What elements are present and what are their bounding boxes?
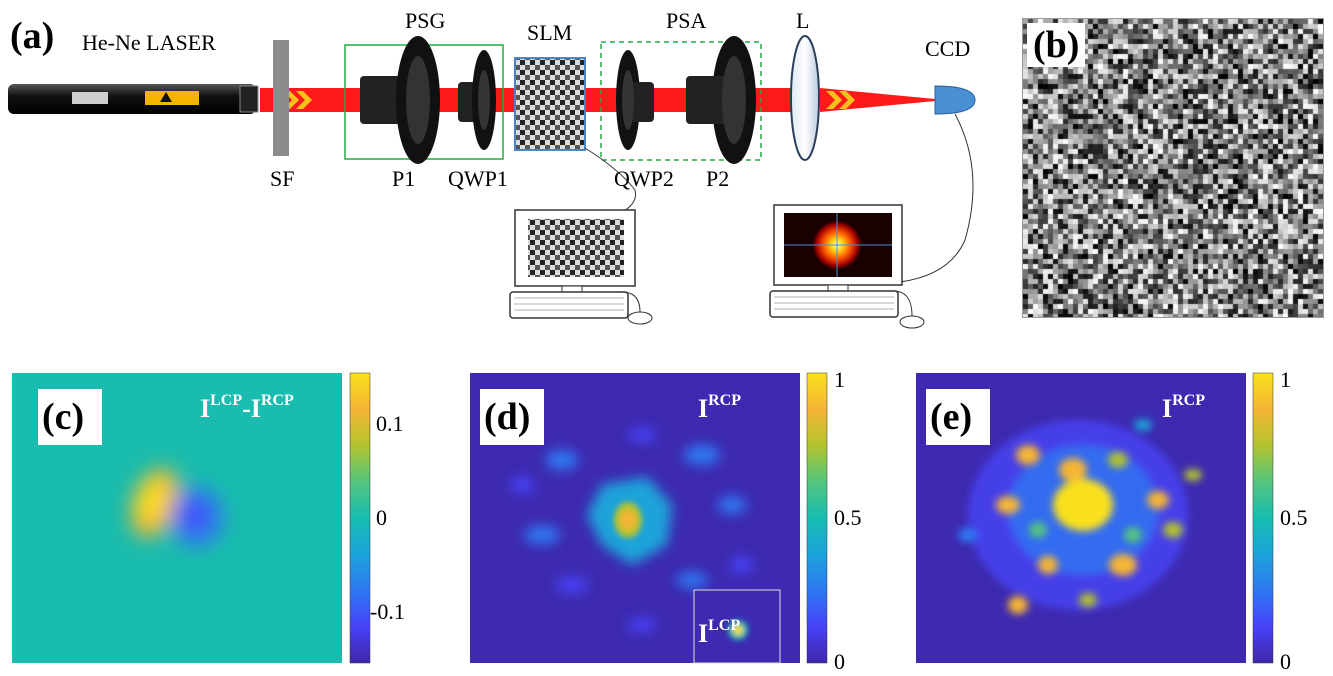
panel-d-title: IRCP: [698, 392, 741, 423]
colorbar-d: [806, 372, 828, 664]
tick-e-1: 0.5: [1280, 505, 1308, 530]
psg-label: PSG: [405, 8, 445, 33]
polarizer-p1: [360, 36, 440, 164]
ccd-label: CCD: [925, 36, 970, 61]
panel-c: (c) ILCP-IRCP 0.1 0 -0.1: [12, 372, 405, 664]
quarter-wave-plate-2: [616, 50, 654, 150]
title-sup-rcp: RCP: [708, 392, 741, 409]
spatial-filter: [273, 40, 289, 156]
beam-arrow-4: [839, 91, 855, 109]
lens-label: L: [796, 8, 809, 33]
p2-label: P2: [706, 166, 729, 191]
ccd-detector: [934, 85, 976, 115]
panel-d-letter: (d): [484, 396, 530, 438]
speckle-blobs-strong: [958, 419, 1202, 614]
colorbar-e-ticks: 1 0.5 0: [1280, 367, 1308, 674]
tick-c-1: 0: [376, 505, 387, 530]
psa-label: PSA: [666, 8, 706, 33]
panel-e-letter: (e): [930, 396, 972, 438]
title-sup-rcp: RCP: [261, 392, 294, 409]
panel-c-letter: (c): [42, 396, 84, 438]
laser-label: He-Ne LASER: [82, 30, 216, 55]
lcp-inset-spot: [728, 620, 748, 640]
title-i: I: [200, 394, 210, 423]
panel-c-title: ILCP-IRCP: [200, 392, 294, 423]
p1-label: P1: [392, 166, 415, 191]
quarter-wave-plate-1: [458, 50, 496, 150]
sf-label: SF: [270, 166, 294, 191]
slm-computer: [509, 209, 653, 325]
title-i: I: [1162, 394, 1172, 423]
tick-d-1: 0.5: [834, 505, 862, 530]
colorbar-c-ticks: 0.1 0 -0.1: [370, 411, 405, 624]
slm-label: SLM: [527, 20, 572, 45]
beam-arrow-2: [296, 91, 312, 109]
tick-e-0: 1: [1280, 367, 1291, 392]
polarizer-p2: [686, 36, 756, 164]
slm-device: [514, 57, 586, 151]
psa-box: [600, 41, 762, 161]
panel-e-letter-bg: [926, 389, 990, 445]
inset-title: ILCP: [698, 617, 740, 648]
panel-e: (e) IRCP 1 0.5 0: [916, 367, 1308, 674]
title-sup-rcp: RCP: [1172, 392, 1205, 409]
lens: [790, 35, 820, 161]
title-sup-lcp: LCP: [210, 392, 242, 409]
panel-b: (b): [1022, 18, 1324, 318]
tick-d-0: 1: [834, 367, 845, 392]
title-i: I: [698, 394, 708, 423]
panel-c-letter-bg: [38, 389, 102, 445]
rcp-central-peak: [614, 502, 642, 538]
inset-sup-lcp: LCP: [708, 617, 740, 634]
qwp2-label: QWP2: [614, 166, 674, 191]
ccd-computer: [769, 204, 925, 329]
setup-diagram: (a) He-Ne LASER PSG SLM PSA L CCD SF P1 …: [8, 8, 976, 329]
colorbar-c: [349, 372, 371, 664]
panel-d: (d) IRCP ILCP 1 0.5 0: [470, 367, 862, 674]
speckle-phase-mask: [1023, 19, 1323, 317]
difference-lobes: [130, 468, 223, 547]
colorbar-d-ticks: 1 0.5 0: [834, 367, 862, 674]
colorbar-e: [1252, 372, 1274, 664]
panel-e-title: IRCP: [1162, 392, 1205, 423]
inset-i: I: [698, 619, 708, 648]
beam-arrow-1: [283, 91, 299, 109]
he-ne-laser: [8, 84, 259, 114]
title-minus-i: -I: [242, 394, 261, 423]
beam-arrow-3: [826, 91, 842, 109]
panel-b-letter: (b): [1027, 23, 1086, 67]
panel-d-letter-bg: [480, 389, 544, 445]
tick-c-2: -0.1: [370, 599, 405, 624]
tick-c-0: 0.1: [376, 411, 404, 436]
panel-a-letter: (a): [10, 15, 54, 57]
speckle-blobs-weak: [510, 428, 754, 632]
tick-e-2: 0: [1280, 649, 1291, 674]
ccd-cable: [899, 113, 974, 283]
tick-d-2: 0: [834, 649, 845, 674]
qwp1-label: QWP1: [448, 166, 508, 191]
